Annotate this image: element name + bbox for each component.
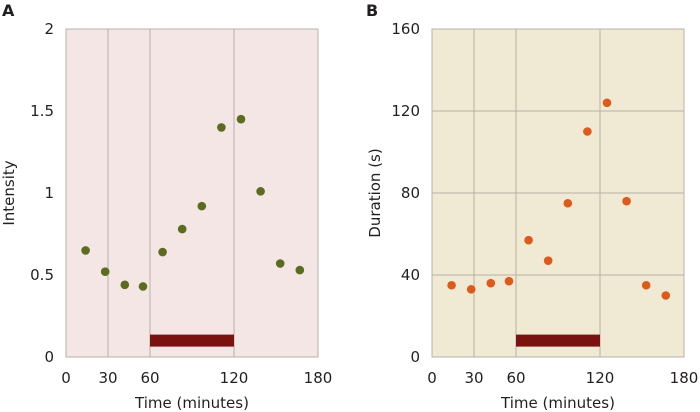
panel-b-data-point — [486, 278, 496, 288]
panel-b-y-tick-label: 160 — [391, 20, 420, 38]
panel-b-data-point — [524, 235, 533, 245]
panel-b-x-tick-label: 30 — [464, 369, 483, 387]
panel-a-data-point — [275, 259, 285, 268]
panel-a-x-axis-label: Time (minutes) — [134, 394, 249, 412]
panel-b-data-point — [602, 98, 612, 108]
panel-a-x-tick-label: 60 — [140, 369, 159, 387]
panel-b-y-tick-label: 120 — [391, 102, 420, 120]
panel-a-data-point — [100, 267, 110, 277]
panel-b-x-axis-label: Time (minutes) — [500, 394, 615, 412]
panel-b-data-point — [466, 285, 476, 294]
panel-a-data-point — [177, 224, 187, 234]
panel-a-y-ticks: 0 0.5 1 1.5 2 — [30, 20, 54, 366]
panel-a-data-point — [81, 246, 90, 255]
panel-b-y-tick-label: 80 — [401, 184, 420, 202]
panel-a-x-tick-label: 30 — [98, 369, 117, 387]
panel-a-y-tick-label: 2 — [44, 20, 54, 38]
panel-b-x-tick-label: 0 — [427, 369, 437, 387]
panel-b-x-tick-label: 60 — [506, 369, 525, 387]
panel-b-x-ticks: 0 30 60 120 180 — [427, 369, 698, 387]
panel-b-data-point — [447, 280, 456, 290]
panel-b-bar-layer — [516, 334, 600, 347]
panel-a-data-point — [197, 201, 207, 211]
panel-a-data-point — [217, 123, 226, 132]
panel-b-data-point — [641, 280, 651, 290]
panel-a-plot-area — [65, 28, 319, 358]
panel-a-data-point — [295, 265, 305, 275]
panel-a-period-bar — [150, 334, 234, 347]
panel-a-bar-layer — [150, 334, 234, 347]
panel-b-data-point — [583, 127, 592, 136]
panel-a-y-tick-label: 0.5 — [30, 266, 54, 284]
panel-a-grid — [107, 29, 235, 357]
panel-a-y-axis-label: Intensity — [0, 160, 18, 225]
panel-b-y-tick-label: 40 — [401, 266, 420, 284]
panel-b-data-point — [504, 276, 514, 286]
panel-b: B 0 30 60 120 180 0 40 80 120 160 Time (minutes)… — [366, 1, 698, 412]
panel-a-data-point — [158, 247, 167, 257]
panel-a-data-point — [256, 187, 265, 196]
panel-a-data-point — [236, 114, 246, 124]
panel-b-data-point — [661, 291, 671, 300]
panel-a-data-point — [120, 280, 130, 290]
panel-b-period-bar — [516, 334, 600, 347]
panel-b-grid — [432, 29, 684, 357]
panel-a-x-ticks: 0 30 60 120 180 — [61, 369, 332, 387]
panel-a-x-tick-label: 180 — [304, 369, 333, 387]
panel-b-data-point — [622, 196, 631, 206]
panel-b-y-ticks: 0 40 80 120 160 — [391, 20, 420, 366]
panel-a: A 0 30 60 120 180 0 0.5 1 1.5 2 Time (minutes) I… — [0, 1, 332, 412]
panel-b-data-point — [563, 198, 573, 208]
panel-b-y-tick-label: 0 — [410, 348, 420, 366]
panel-a-letter: A — [2, 1, 15, 20]
panel-b-x-tick-label: 180 — [670, 369, 699, 387]
panel-b-points — [447, 98, 671, 300]
panel-b-x-tick-label: 120 — [586, 369, 615, 387]
panel-a-x-tick-label: 120 — [220, 369, 249, 387]
panel-a-data-point — [138, 282, 148, 291]
panel-b-letter: B — [366, 1, 378, 20]
panel-a-y-tick-label: 0 — [44, 348, 54, 366]
panel-a-x-tick-label: 0 — [61, 369, 71, 387]
panel-a-points — [81, 114, 305, 291]
panel-a-y-tick-label: 1.5 — [30, 102, 54, 120]
panel-b-y-axis-label: Duration (s) — [366, 148, 384, 237]
panel-a-y-tick-label: 1 — [44, 184, 54, 202]
panel-b-data-point — [543, 256, 553, 265]
